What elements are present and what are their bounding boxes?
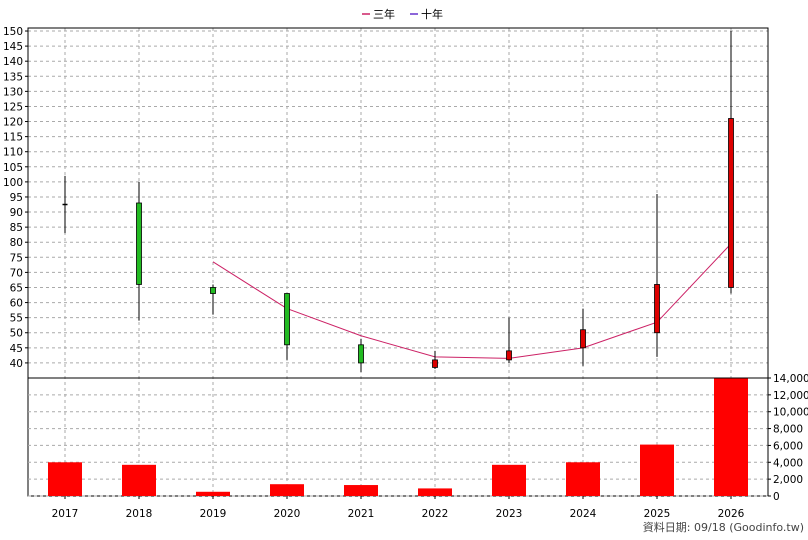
price-tick-label: 60: [10, 298, 23, 310]
candle-2023: [506, 317, 512, 363]
x-tick-label: 2019: [200, 508, 227, 520]
volume-tick-label: 12,000: [773, 390, 808, 402]
candle-2026: [728, 31, 734, 294]
source-note: 資料日期: 09/18 (Goodinfo.tw): [643, 520, 804, 534]
price-tick-label: 90: [10, 207, 23, 219]
candle-2025: [654, 193, 660, 357]
price-tick-label: 45: [10, 343, 23, 355]
candle-2022: [432, 350, 438, 369]
x-tick-label: 2020: [274, 508, 301, 520]
volume-tick-label: 0: [773, 491, 780, 503]
volume-bar-2024: [566, 462, 600, 496]
price-tick-label: 140: [3, 56, 23, 68]
legend-label: 十年: [421, 7, 443, 21]
x-axis: 2017 2018 2019 2020 2021 2022 2023 2024 2025 2026: [52, 496, 745, 520]
volume-bar-2025: [640, 444, 674, 496]
price-tick-label: 115: [3, 132, 23, 144]
volume-bar-2019: [196, 491, 230, 496]
candle-body: [506, 350, 512, 361]
x-tick-label: 2021: [348, 508, 375, 520]
ma-line-three-year: [212, 243, 732, 359]
price-tick-label: 150: [3, 26, 23, 38]
candle-2021: [358, 338, 364, 372]
volume-bar-2018: [122, 464, 156, 496]
x-tick-label: 2025: [644, 508, 671, 520]
volume-tick-label: 6,000: [773, 440, 803, 452]
x-tick-label: 2023: [496, 508, 523, 520]
price-tick-label: 40: [10, 358, 23, 370]
volume-tick-label: 8,000: [773, 424, 803, 436]
candle-body: [654, 284, 660, 334]
price-tick-label: 50: [10, 328, 23, 340]
volume-bar-2023: [492, 464, 526, 496]
volume-tick-label: 10,000: [773, 407, 808, 419]
candle-2019: [210, 284, 216, 315]
volume-tick-label: 4,000: [773, 457, 803, 469]
volume-bar-2017: [48, 462, 82, 496]
x-tick-label: 2026: [718, 508, 745, 520]
price-tick-label: 125: [3, 101, 23, 113]
price-tick-label: 130: [3, 86, 23, 98]
plot-frame: [27, 27, 769, 497]
price-tick-label: 120: [3, 117, 23, 129]
price-tick-label: 105: [3, 162, 23, 174]
candle-2020: [284, 293, 290, 360]
candle-body: [358, 344, 364, 364]
price-tick-label: 100: [3, 177, 23, 189]
candle-body: [728, 118, 734, 288]
candle-body: [136, 202, 142, 285]
price-plot-area: [28, 28, 768, 378]
volume-tick-label: 14,000: [773, 373, 808, 385]
price-tick-label: 135: [3, 71, 23, 83]
legend: 三年 十年: [362, 7, 443, 21]
volume-bar-2021: [344, 485, 378, 496]
x-tick-label: 2018: [126, 508, 153, 520]
candle-body: [580, 329, 586, 349]
volume-bar-2022: [418, 488, 452, 496]
candle-2024: [580, 308, 586, 366]
candle-body: [432, 359, 438, 368]
price-tick-label: 110: [3, 147, 23, 159]
volume-bar-2020: [270, 484, 304, 496]
price-tick-label: 75: [10, 252, 23, 264]
candle-body: [284, 293, 290, 346]
price-tick-label: 70: [10, 267, 23, 279]
price-tick-label: 65: [10, 282, 23, 294]
x-tick-label: 2022: [422, 508, 449, 520]
price-tick-label: 85: [10, 222, 23, 234]
price-tick-label: 80: [10, 237, 23, 249]
legend-label: 三年: [373, 7, 395, 21]
volume-bar-2026: [714, 378, 748, 496]
x-tick-label: 2017: [52, 508, 79, 520]
price-tick-label: 95: [10, 192, 23, 204]
volume-tick-label: 2,000: [773, 474, 803, 486]
x-tick-label: 2024: [570, 508, 597, 520]
price-panel: 40 45 50 55 60 65 70 75 80 85 90 95 100 105 110 115 120 1…: [3, 26, 769, 497]
volume-panel: 0 2,000 4,000 6,000 8,000 10,000 12,000 14,000: [28, 373, 808, 503]
price-tick-label: 145: [3, 41, 23, 53]
candle-2017: [62, 175, 68, 234]
candle-body: [210, 287, 216, 294]
candle-2018: [136, 181, 142, 321]
price-tick-label: 55: [10, 313, 23, 325]
